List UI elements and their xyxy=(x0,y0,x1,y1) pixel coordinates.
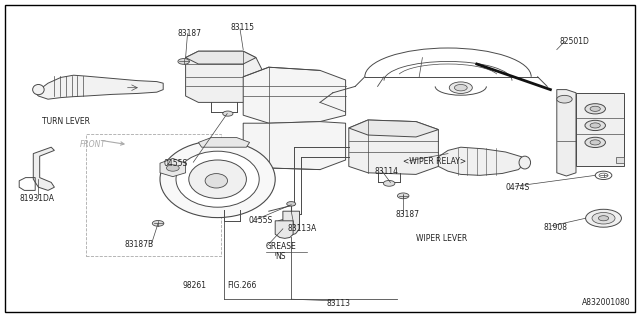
Ellipse shape xyxy=(519,156,531,169)
Circle shape xyxy=(557,95,572,103)
Polygon shape xyxy=(438,147,525,175)
Circle shape xyxy=(449,82,472,93)
Circle shape xyxy=(585,137,605,148)
Polygon shape xyxy=(186,51,256,64)
Polygon shape xyxy=(160,158,186,177)
Text: A832001080: A832001080 xyxy=(582,298,630,307)
Text: 83113A: 83113A xyxy=(288,224,317,233)
Circle shape xyxy=(287,202,296,206)
Circle shape xyxy=(586,209,621,227)
Text: 0455S: 0455S xyxy=(248,216,273,225)
Text: TURN LEVER: TURN LEVER xyxy=(42,117,90,126)
Polygon shape xyxy=(243,122,346,170)
Text: FRONT: FRONT xyxy=(80,140,106,149)
Circle shape xyxy=(166,165,179,171)
Text: NS: NS xyxy=(275,252,285,261)
Polygon shape xyxy=(283,211,300,235)
Text: WIPER LEVER: WIPER LEVER xyxy=(416,234,467,243)
Ellipse shape xyxy=(189,160,246,198)
Circle shape xyxy=(590,123,600,128)
Polygon shape xyxy=(616,157,624,163)
Ellipse shape xyxy=(33,84,44,95)
Circle shape xyxy=(383,180,395,186)
Text: 81931DA: 81931DA xyxy=(19,194,54,203)
Polygon shape xyxy=(275,221,293,238)
Circle shape xyxy=(592,212,615,224)
Polygon shape xyxy=(349,120,438,137)
Text: 81908: 81908 xyxy=(544,223,568,232)
Bar xyxy=(576,93,624,166)
Ellipse shape xyxy=(176,151,259,207)
Text: 83113: 83113 xyxy=(326,299,351,308)
Polygon shape xyxy=(349,120,438,174)
Text: 82501D: 82501D xyxy=(560,37,590,46)
Text: 98261: 98261 xyxy=(182,281,206,290)
Polygon shape xyxy=(33,147,54,190)
Circle shape xyxy=(590,140,600,145)
Circle shape xyxy=(178,59,189,64)
Polygon shape xyxy=(186,51,262,102)
Circle shape xyxy=(590,106,600,111)
Text: GREASE: GREASE xyxy=(266,242,296,251)
Text: 83187: 83187 xyxy=(396,210,420,219)
Text: 0455S: 0455S xyxy=(163,159,188,168)
Ellipse shape xyxy=(160,141,275,218)
Polygon shape xyxy=(243,67,346,123)
Ellipse shape xyxy=(205,173,228,188)
Polygon shape xyxy=(35,75,163,99)
Circle shape xyxy=(585,104,605,114)
Text: 0474S: 0474S xyxy=(506,183,530,192)
Text: 83115: 83115 xyxy=(230,23,254,32)
Circle shape xyxy=(152,220,164,226)
Text: 83114: 83114 xyxy=(374,167,398,176)
Circle shape xyxy=(598,216,609,221)
Circle shape xyxy=(397,193,409,199)
Polygon shape xyxy=(198,138,250,147)
Circle shape xyxy=(223,111,233,116)
Text: 83187: 83187 xyxy=(178,29,202,38)
Text: <WIPER RELAY>: <WIPER RELAY> xyxy=(403,157,467,166)
Circle shape xyxy=(454,84,467,91)
Circle shape xyxy=(585,120,605,131)
Text: FIG.266: FIG.266 xyxy=(227,281,257,290)
Polygon shape xyxy=(557,90,576,176)
Text: 83187B: 83187B xyxy=(125,240,154,249)
